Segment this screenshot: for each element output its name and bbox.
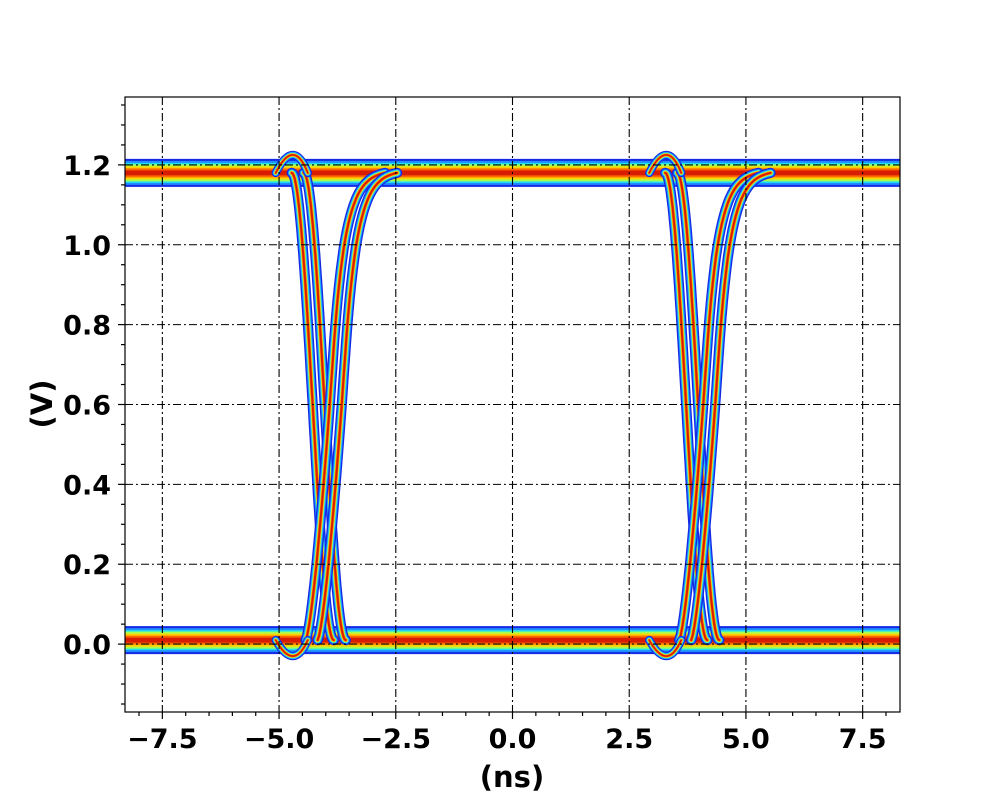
y-tick-labels: 0.0 0.2 0.4 0.6 0.8 1.0 1.2 <box>63 151 111 661</box>
low-level-band-layer <box>125 637 900 643</box>
x-tick-label: 2.5 <box>605 724 653 755</box>
y-tick-label: 0.2 <box>63 550 111 581</box>
x-tick-label: 5.0 <box>722 724 770 755</box>
y-tick-label: 0.4 <box>63 470 111 501</box>
axis-ticks <box>118 104 887 719</box>
y-tick-label: 0.6 <box>63 391 111 422</box>
rising-edge-trace-2 <box>678 171 760 642</box>
grid <box>125 97 900 712</box>
rising-edge-trace-1 <box>304 171 387 642</box>
x-tick-label: 7.5 <box>839 724 887 755</box>
overshoot-high-2 <box>648 154 683 174</box>
x-tick-label: −5.0 <box>244 724 314 755</box>
rising-edge-trace-1 <box>316 171 399 642</box>
rising-edge-trace-2 <box>690 171 772 642</box>
plot-area <box>125 97 900 712</box>
y-tick-label: 1.0 <box>63 231 111 262</box>
x-tick-label: 0.0 <box>489 724 537 755</box>
y-tick-label: 0.8 <box>63 311 111 342</box>
x-tick-labels: −7.5 −5.0 −2.5 0.0 2.5 5.0 7.5 <box>127 724 886 755</box>
x-tick-label: −7.5 <box>127 724 197 755</box>
y-axis-label: (V) <box>25 380 59 429</box>
x-tick-label: −2.5 <box>361 724 431 755</box>
y-tick-label: 0.0 <box>63 630 111 661</box>
y-tick-label: 1.2 <box>63 151 111 182</box>
x-axis-label: (ns) <box>480 760 544 794</box>
undershoot-low-2 <box>648 639 683 657</box>
